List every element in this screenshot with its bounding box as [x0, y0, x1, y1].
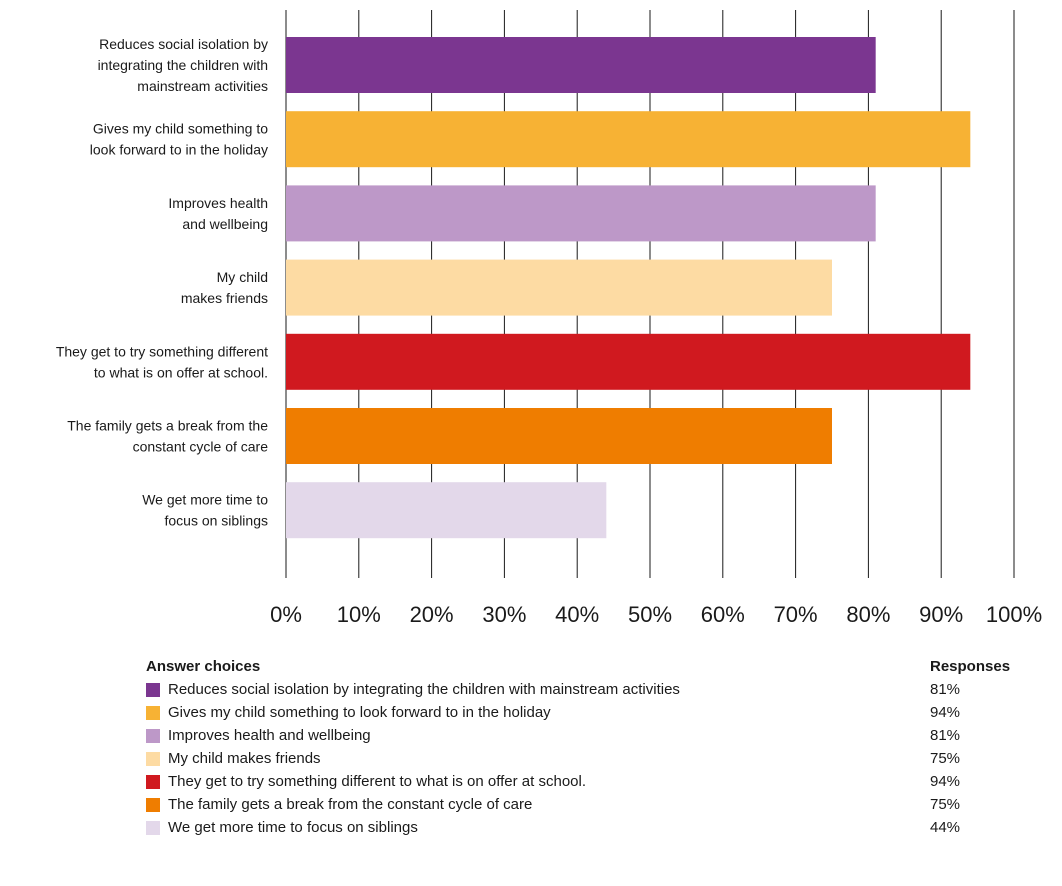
- legend-label: We get more time to focus on siblings: [168, 819, 418, 836]
- x-tick-label: 70%: [774, 602, 818, 627]
- legend-value: 81%: [930, 681, 961, 698]
- x-tick-label: 90%: [919, 602, 963, 627]
- bar: [286, 482, 607, 539]
- category-labels: Reduces social isolation by integrating t…: [56, 36, 268, 529]
- legend-row: We get more time to focus on siblings 44%: [146, 816, 1026, 839]
- legend-value: 94%: [930, 773, 961, 790]
- x-tick-label: 10%: [337, 602, 381, 627]
- legend-value: 44%: [930, 819, 961, 836]
- legend-value: 75%: [930, 796, 961, 813]
- legend-header-responses: Responses: [930, 658, 1011, 675]
- x-tick-label: 50%: [628, 602, 672, 627]
- legend-label: The family gets a break from the constan…: [168, 796, 533, 813]
- bar-chart: Reduces social isolation by integrating t…: [56, 10, 1042, 627]
- legend-value: 81%: [930, 727, 961, 744]
- category-label: Reduces social isolation by integrating t…: [98, 36, 268, 94]
- legend-swatch: [146, 705, 160, 720]
- legend-swatch: [146, 728, 160, 743]
- legend-swatch: [146, 820, 160, 835]
- legend-value: 94%: [930, 704, 961, 721]
- legend-label: They get to try something different to w…: [168, 773, 587, 790]
- legend-header: Answer choices Responses: [146, 656, 1026, 678]
- legend-table: Answer choices Responses Reduces social …: [146, 656, 1026, 839]
- bar: [286, 111, 971, 168]
- legend-row: They get to try something different to w…: [146, 770, 1026, 793]
- x-tick-label: 30%: [482, 602, 526, 627]
- x-tick-label: 40%: [555, 602, 599, 627]
- category-label: Improves health and wellbeing: [168, 195, 268, 232]
- legend-swatch: [146, 797, 160, 812]
- bar: [286, 408, 832, 464]
- category-label: We get more time to focus on siblings: [142, 492, 268, 529]
- legend-swatch: [146, 751, 160, 766]
- category-label: My child makes friends: [181, 269, 268, 306]
- bar: [286, 185, 876, 242]
- legend-rows: Reduces social isolation by integrating …: [146, 678, 1026, 839]
- bar: [286, 37, 876, 93]
- legend-label: My child makes friends: [168, 750, 321, 767]
- x-tick-label: 100%: [986, 602, 1042, 627]
- legend-value: 75%: [930, 750, 961, 767]
- bar: [286, 259, 832, 316]
- legend-row: Improves health and wellbeing 81%: [146, 724, 1026, 747]
- category-label: The family gets a break from the constant…: [67, 418, 268, 455]
- legend-label: Gives my child something to look forward…: [168, 704, 551, 721]
- legend-swatch: [146, 774, 160, 789]
- category-label: Gives my child something to look forward …: [90, 121, 268, 158]
- legend-row: Gives my child something to look forward…: [146, 701, 1026, 724]
- x-tick-label: 80%: [846, 602, 890, 627]
- category-label: They get to try something different to wh…: [56, 343, 268, 380]
- legend-row: The family gets a break from the constan…: [146, 793, 1026, 816]
- x-tick-label: 0%: [270, 602, 302, 627]
- x-tick-labels: 0% 10% 20% 30% 40% 50% 60% 70% 80% 90% 100%: [270, 602, 1042, 627]
- bar: [286, 333, 971, 390]
- legend-label: Improves health and wellbeing: [168, 727, 371, 744]
- x-tick-label: 60%: [701, 602, 745, 627]
- legend-header-choices: Answer choices: [146, 658, 261, 675]
- x-tick-label: 20%: [410, 602, 454, 627]
- legend-row: Reduces social isolation by integrating …: [146, 678, 1026, 701]
- bars: [286, 37, 971, 539]
- legend-swatch: [146, 682, 160, 697]
- legend-row: My child makes friends 75%: [146, 747, 1026, 770]
- legend-label: Reduces social isolation by integrating …: [168, 681, 680, 698]
